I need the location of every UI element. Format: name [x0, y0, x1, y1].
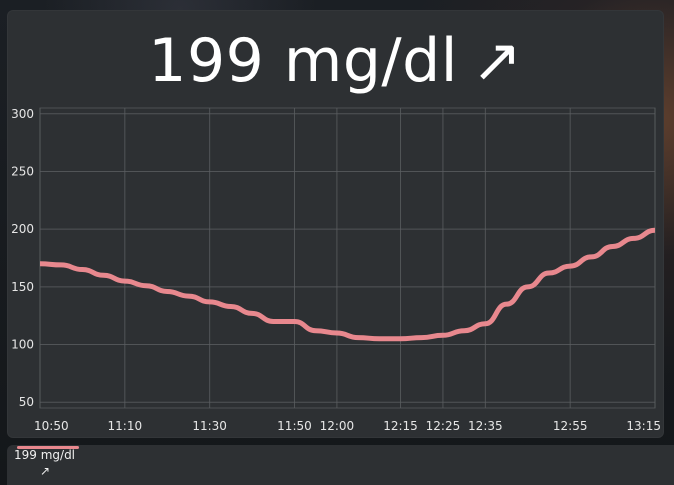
y-tick-label: 100 [11, 338, 34, 352]
x-tick-label: 12:25 [426, 419, 461, 433]
x-tick-label: 13:15 [626, 419, 661, 433]
x-tick-label: 12:15 [383, 419, 418, 433]
plot-area [39, 107, 656, 409]
glucose-value: 199 mg/dl [148, 26, 458, 96]
y-tick-label: 300 [11, 107, 34, 121]
y-tick-label: 250 [11, 164, 34, 178]
x-tick-label: 11:50 [277, 419, 312, 433]
y-tick-label: 150 [11, 280, 34, 294]
y-tick-label: 200 [11, 222, 34, 236]
glucose-reading: 199 mg/dl ↗ [7, 29, 664, 93]
tray-active-indicator [17, 446, 79, 449]
glucose-series-line [40, 227, 655, 342]
x-tick-label: 12:55 [553, 419, 588, 433]
x-tick-label: 10:50 [34, 419, 69, 433]
glucose-widget: 199 mg/dl ↗ [7, 10, 664, 438]
tray-trend-arrow-icon: ↗ [40, 464, 51, 478]
x-tick-label: 11:30 [192, 419, 227, 433]
panel-tray: 199 mg/dl ↗ [7, 445, 674, 485]
x-tick-label: 11:10 [108, 419, 143, 433]
tray-glucose-label[interactable]: 199 mg/dl [14, 448, 76, 462]
x-tick-label: 12:35 [468, 419, 503, 433]
x-tick-label: 12:00 [320, 419, 355, 433]
y-tick-label: 50 [19, 395, 34, 409]
trend-arrow-icon: ↗ [471, 26, 523, 96]
